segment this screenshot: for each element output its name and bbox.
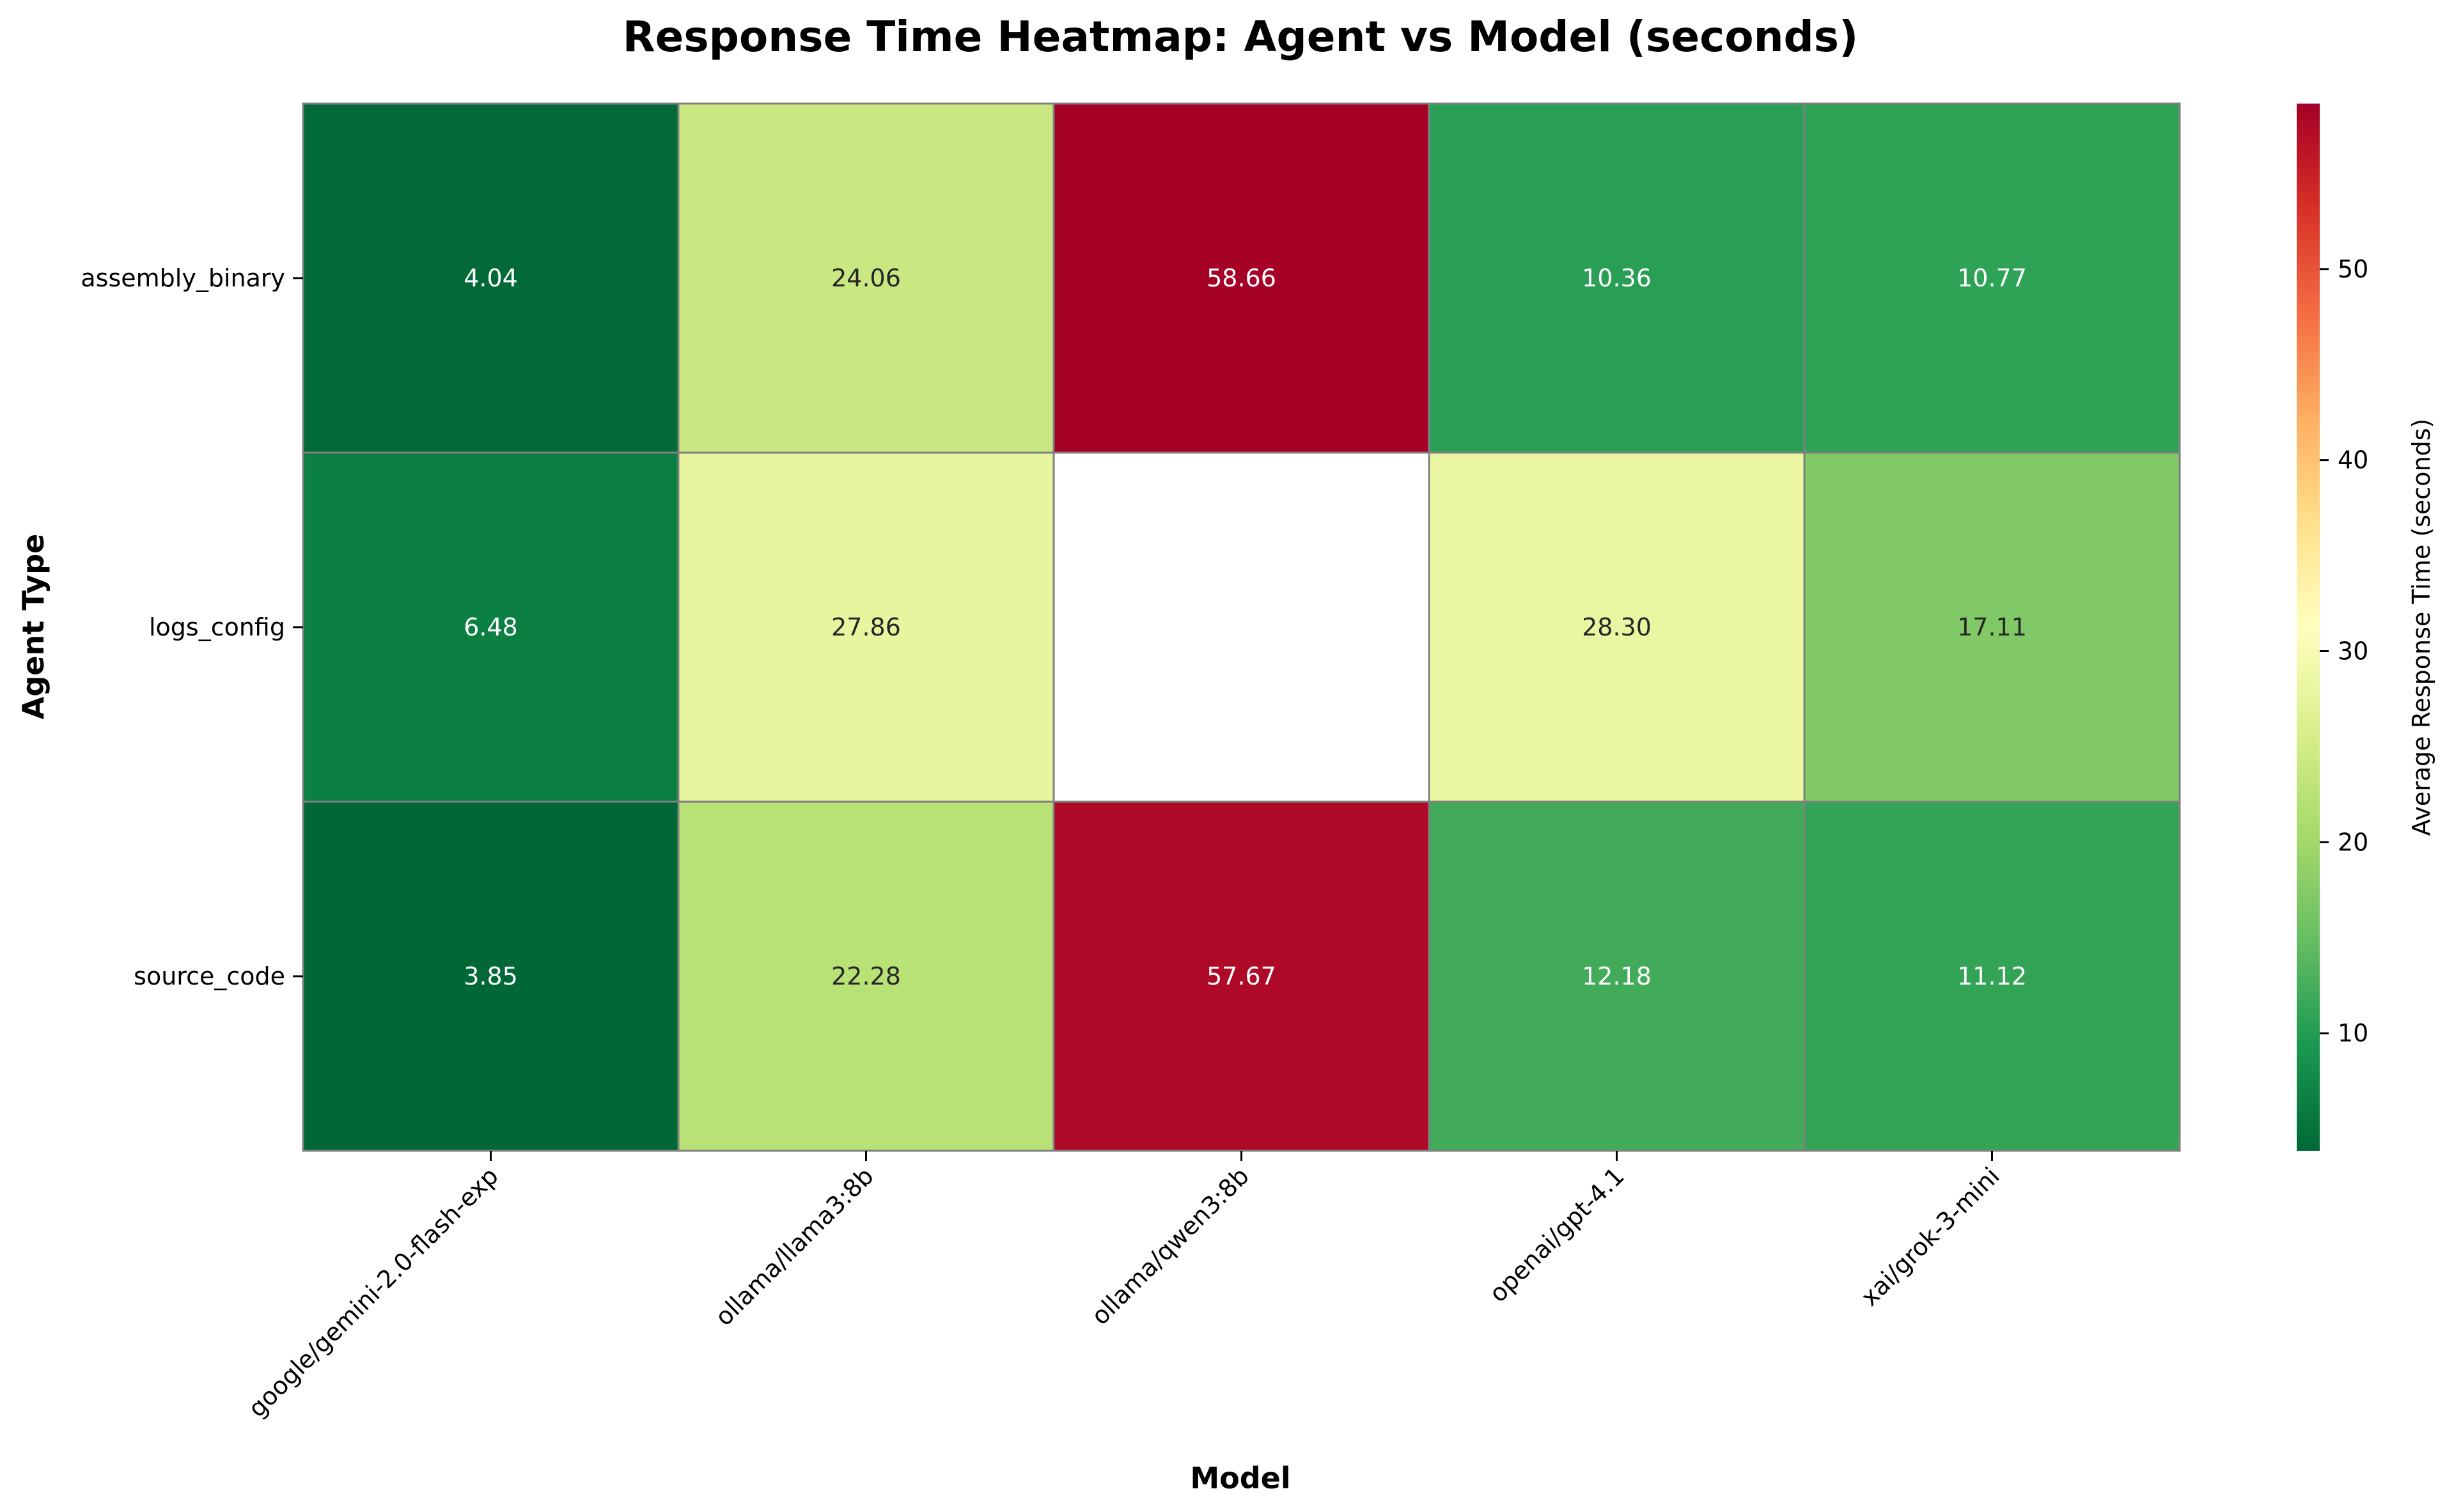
cell-value-label: 58.66 bbox=[1207, 264, 1276, 292]
heatmap-cell bbox=[677, 102, 1055, 454]
colorbar-label: Average Response Time (seconds) bbox=[2407, 419, 2435, 836]
cell-value-label: 28.30 bbox=[1582, 613, 1652, 641]
heatmap-cell bbox=[1803, 102, 2181, 454]
heatmap-cell bbox=[677, 451, 1055, 803]
heatmap-cell bbox=[1803, 800, 2181, 1152]
cell-value-label: 3.85 bbox=[464, 962, 518, 990]
cell-value-label: 12.18 bbox=[1582, 962, 1652, 990]
cell-value-label: 4.04 bbox=[464, 264, 518, 292]
cell-value-label: 24.06 bbox=[831, 264, 901, 292]
x-axis-label: Model bbox=[1190, 1461, 1290, 1495]
colorbar-tick-label: 40 bbox=[2338, 446, 2368, 474]
y-tick-label: logs_config bbox=[149, 613, 285, 641]
cell-value-label: 22.28 bbox=[831, 962, 901, 990]
colorbar-tick-label: 30 bbox=[2338, 637, 2368, 666]
x-tick-label: google/gemini-2.0-flash-exp bbox=[243, 1162, 504, 1422]
heatmap-cell bbox=[302, 800, 680, 1152]
heatmap-cell bbox=[1428, 102, 1806, 454]
colorbar-tick-label: 10 bbox=[2338, 1019, 2368, 1047]
y-axis-label: Agent Type bbox=[16, 534, 51, 720]
heatmap-cell bbox=[1428, 451, 1806, 803]
x-tick-label: xai/grok-3-mini bbox=[1856, 1162, 2005, 1311]
heatmap-cell bbox=[1052, 102, 1430, 454]
colorbar-tick-label: 20 bbox=[2338, 828, 2368, 856]
cell-value-label: 10.36 bbox=[1582, 264, 1652, 292]
heatmap-cell bbox=[302, 102, 680, 454]
x-axis-ticks: google/gemini-2.0-flash-exp ollama/llama3… bbox=[243, 1151, 2005, 1422]
y-tick-label: assembly_binary bbox=[81, 264, 285, 292]
colorbar: 10 20 30 40 50 Average Response Time (second… bbox=[2297, 104, 2435, 1151]
x-tick-label: ollama/qwen3:8b bbox=[1086, 1162, 1254, 1330]
cell-value-label: 6.48 bbox=[464, 613, 518, 641]
heatmap-cell bbox=[1428, 800, 1806, 1152]
y-tick-label: source_code bbox=[134, 962, 285, 990]
cell-value-label: 57.67 bbox=[1207, 962, 1276, 990]
colorbar-ticks: 10 20 30 40 50 bbox=[2320, 255, 2368, 1047]
colorbar-tick-label: 50 bbox=[2338, 255, 2368, 283]
colorbar-gradient bbox=[2297, 104, 2320, 1151]
heatmap-cells: 4.04 24.06 58.66 10.36 10.77 6.48 27.86 28.30 17… bbox=[302, 102, 2181, 1152]
chart-title: Response Time Heatmap: Agent vs Model (s… bbox=[623, 12, 1859, 61]
cell-value-label: 27.86 bbox=[831, 613, 901, 641]
cell-value-label: 17.11 bbox=[1957, 613, 2027, 641]
x-tick-label: ollama/llama3:8b bbox=[710, 1162, 879, 1331]
heatmap-cell bbox=[302, 451, 680, 803]
heatmap-cell bbox=[1052, 800, 1430, 1152]
cell-value-label: 10.77 bbox=[1957, 264, 2027, 292]
x-tick-label: openai/gpt-4.1 bbox=[1484, 1162, 1630, 1307]
heatmap-cell bbox=[1052, 451, 1430, 803]
y-axis-ticks: assembly_binary logs_config source_code bbox=[81, 264, 303, 990]
cell-value-label: 11.12 bbox=[1957, 962, 2027, 990]
